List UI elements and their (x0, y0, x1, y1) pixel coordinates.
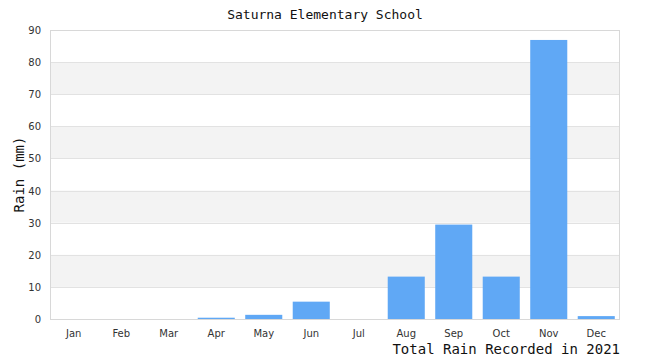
y-axis-label: Rain (mm) (11, 137, 27, 213)
x-tick-label: May (253, 328, 274, 339)
y-tick-label: 30 (28, 218, 41, 229)
x-axis-label: Total Rain Recorded in 2021 (392, 341, 620, 357)
y-tick-label: 40 (28, 186, 41, 197)
bar (388, 277, 425, 319)
title: Saturna Elementary School (227, 7, 423, 22)
x-tick-label: Jan (65, 328, 81, 339)
x-tick-label: Dec (587, 328, 606, 339)
bar (578, 316, 615, 319)
chart: 0 10 20 30 40 50 60 70 80 90 Jan Feb Mar Apr May Jun Jul… (0, 0, 650, 360)
x-tick-label: Sep (444, 328, 463, 339)
y-tick-label: 0 (35, 314, 41, 325)
bars (198, 40, 615, 319)
x-tick-label: Feb (112, 328, 130, 339)
bar (55, 319, 92, 320)
chart-container: 0 10 20 30 40 50 60 70 80 90 Jan Feb Mar Apr May Jun Jul… (0, 0, 650, 360)
plot-area (50, 30, 620, 319)
x-tick-label: Apr (208, 328, 226, 339)
bar (198, 318, 235, 319)
bar (150, 319, 187, 320)
x-tick-label: Aug (396, 328, 416, 339)
x-tick-label: Nov (539, 328, 559, 339)
bar (435, 225, 472, 319)
x-tick-label: Jul (352, 328, 365, 339)
x-tick-label: Mar (159, 328, 179, 339)
y-tick-label: 20 (28, 250, 41, 261)
x-tick-label: Oct (493, 328, 510, 339)
bar (530, 40, 567, 319)
y-tick-label: 10 (28, 282, 41, 293)
bar (340, 319, 377, 320)
y-tick-label: 90 (28, 25, 41, 36)
y-tick-label: 80 (28, 57, 41, 68)
y-tick-label: 60 (28, 121, 41, 132)
y-tick-label: 50 (28, 153, 41, 164)
bar (103, 319, 140, 320)
bar (245, 315, 282, 319)
bar (293, 302, 330, 319)
plot-frame (51, 31, 620, 320)
bar (483, 277, 520, 319)
y-tick-label: 70 (28, 89, 41, 100)
x-tick-label: Jun (302, 328, 319, 339)
